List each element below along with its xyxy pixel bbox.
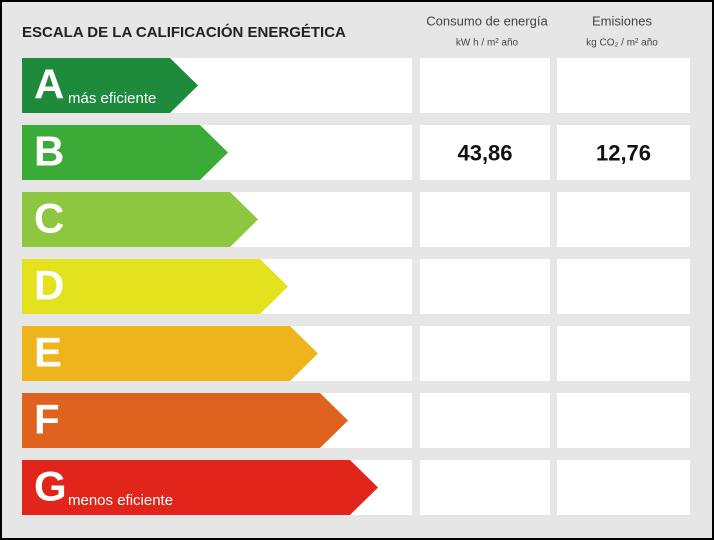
value-cell [557, 58, 690, 113]
rating-letter: F [34, 396, 60, 443]
value-cell [557, 326, 690, 381]
title: ESCALA DE LA CALIFICACIÓN ENERGÉTICA [22, 23, 346, 41]
value-cell [557, 393, 690, 448]
rating-note: más eficiente [68, 90, 156, 107]
value-cell [420, 58, 550, 113]
value-cell [557, 192, 690, 247]
value-cell [557, 259, 690, 314]
column-title: Emisiones [592, 13, 652, 28]
rating-note: menos eficiente [68, 492, 173, 509]
value-cell [557, 125, 690, 180]
value-cell [557, 460, 690, 515]
rating-letter: C [34, 195, 64, 242]
rating-arrow [22, 192, 258, 247]
rating-letter: B [34, 128, 64, 175]
rating-arrow [22, 259, 288, 314]
value: 12,76 [596, 140, 651, 165]
value-cell [420, 259, 550, 314]
value-cell [420, 192, 550, 247]
value-cell [420, 393, 550, 448]
rating-letter: E [34, 329, 62, 376]
rating-letter: D [34, 262, 64, 309]
rating-arrow [22, 58, 198, 113]
value: 43,86 [457, 140, 512, 165]
value-cell [420, 326, 550, 381]
rating-arrow [22, 125, 228, 180]
rating-arrow [22, 460, 378, 515]
column-unit: kg CO₂ / m² año [586, 38, 658, 49]
rating-letter: A [34, 61, 64, 108]
value-cell [420, 460, 550, 515]
value-cell [420, 125, 550, 180]
rating-letter: G [34, 463, 67, 510]
rating-arrow [22, 393, 348, 448]
column-unit: kW h / m² año [456, 38, 519, 49]
column-title: Consumo de energía [426, 13, 548, 28]
rating-arrow [22, 326, 318, 381]
